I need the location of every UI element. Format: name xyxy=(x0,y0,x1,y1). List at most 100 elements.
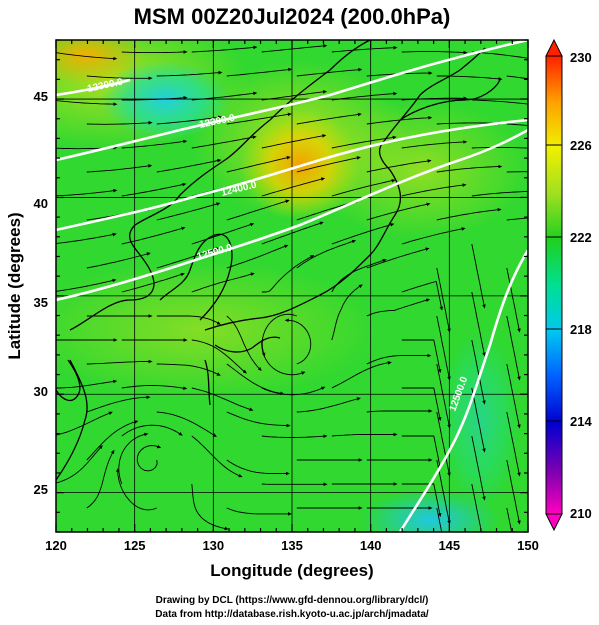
streamline xyxy=(506,75,528,80)
streamline xyxy=(436,507,443,532)
streamline xyxy=(86,252,151,269)
streamline xyxy=(121,226,186,245)
streamline xyxy=(331,91,398,101)
footer-data-source: Data from http://database.rish.kyoto-u.a… xyxy=(155,609,429,620)
streamline xyxy=(121,139,188,149)
streamline xyxy=(471,435,486,501)
streamline xyxy=(226,315,262,371)
streamline xyxy=(366,202,431,221)
streamline xyxy=(261,44,328,53)
y-tick-labels: 25 30 35 40 45 xyxy=(34,89,48,497)
y-axis-title: Latitude (degrees) xyxy=(5,212,24,359)
streamline xyxy=(56,52,118,61)
streamline xyxy=(401,227,466,245)
streamline xyxy=(296,397,361,413)
streamline xyxy=(471,339,486,405)
streamline xyxy=(506,459,521,525)
streamline xyxy=(121,182,187,197)
streamline xyxy=(261,177,326,197)
streamline xyxy=(401,280,444,311)
streamline xyxy=(56,232,117,245)
contour-line xyxy=(56,118,528,232)
y-tick-label: 35 xyxy=(34,295,48,310)
streamline xyxy=(436,267,451,333)
contours xyxy=(56,40,528,532)
streamline xyxy=(261,255,315,293)
streamline xyxy=(156,315,221,325)
x-tick-label: 145 xyxy=(438,538,460,553)
streamline xyxy=(191,135,257,149)
streamline xyxy=(226,156,291,173)
streamline xyxy=(86,164,153,173)
streamline xyxy=(366,409,433,413)
streamline xyxy=(506,507,513,532)
streamline xyxy=(86,120,153,125)
streamline xyxy=(296,112,362,125)
streamline xyxy=(121,385,188,390)
streamline xyxy=(156,247,220,269)
streamline xyxy=(471,291,486,357)
streamline xyxy=(226,67,293,77)
streamline xyxy=(121,50,188,54)
streamline xyxy=(226,244,289,269)
y-tick-label: 25 xyxy=(34,482,48,497)
streamline xyxy=(366,247,430,269)
streamline xyxy=(331,258,387,293)
streamline xyxy=(331,432,398,437)
streamline xyxy=(401,96,468,101)
streamline xyxy=(296,239,357,269)
streamline xyxy=(401,339,442,374)
streamline xyxy=(296,156,361,173)
streamline xyxy=(261,134,327,149)
streamline xyxy=(136,444,162,472)
streamline xyxy=(471,191,528,197)
streamline xyxy=(471,243,486,309)
streamline xyxy=(261,90,328,101)
streamline xyxy=(56,100,118,106)
streamline xyxy=(226,459,290,476)
streamline xyxy=(331,45,398,53)
streamline xyxy=(86,395,151,413)
streamline xyxy=(506,411,521,477)
streamline xyxy=(436,411,451,477)
streamline xyxy=(156,363,221,376)
y-tick-label: 40 xyxy=(34,196,48,211)
coastlines xyxy=(56,40,501,481)
x-tick-label: 125 xyxy=(124,538,146,553)
colorbar-min-triangle xyxy=(545,513,563,532)
x-tick-label: 130 xyxy=(202,538,224,553)
streamline xyxy=(56,278,117,292)
streamline xyxy=(156,70,223,77)
streamline xyxy=(366,159,432,173)
streamline xyxy=(56,411,113,436)
streamline xyxy=(284,318,312,365)
streamline xyxy=(86,449,115,509)
streamline xyxy=(56,379,118,389)
streamline xyxy=(191,339,247,374)
streamline xyxy=(436,315,451,381)
streamline xyxy=(191,45,258,53)
contour-line xyxy=(56,128,528,302)
y-tick-label: 30 xyxy=(34,384,48,399)
streamline xyxy=(86,75,153,81)
footer-credit: Drawing by DCL (https://www.gfd-dennou.o… xyxy=(156,595,429,606)
streamline xyxy=(506,171,528,173)
streamline xyxy=(156,411,217,437)
streamline xyxy=(191,483,229,531)
streamline xyxy=(401,387,442,422)
streamline xyxy=(401,483,442,518)
streamline xyxy=(471,51,528,59)
streamline xyxy=(331,284,363,341)
streamline xyxy=(261,434,328,438)
streamline xyxy=(191,435,243,478)
streamline xyxy=(366,115,433,125)
x-axis-title: Longitude (degrees) xyxy=(210,561,373,580)
streamline xyxy=(331,178,396,197)
colorbar: 230 226 222 218 214 210 xyxy=(545,38,592,532)
streamlines xyxy=(56,44,528,532)
streamline xyxy=(56,188,118,197)
streamline xyxy=(191,222,255,245)
streamline xyxy=(506,363,521,429)
streamline xyxy=(471,146,528,149)
